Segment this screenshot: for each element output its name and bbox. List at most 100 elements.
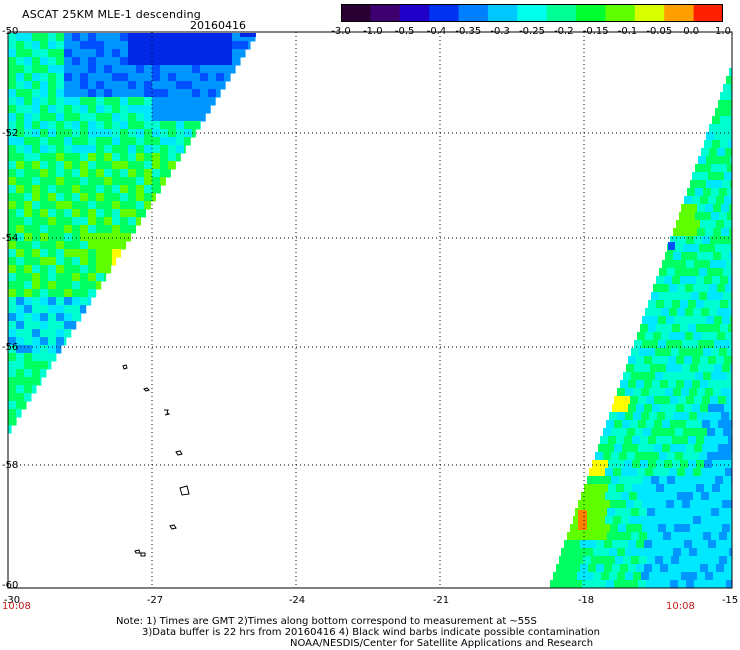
wind-pixel: [8, 265, 17, 274]
wind-pixel: [621, 516, 630, 525]
wind-pixel: [689, 388, 698, 397]
wind-pixel: [104, 113, 113, 122]
wind-pixel: [208, 81, 217, 90]
wind-pixel: [48, 41, 57, 50]
wind-pixel: [120, 89, 129, 98]
wind-pixel: [16, 153, 25, 162]
wind-pixel: [649, 388, 658, 397]
wind-pixel: [725, 516, 733, 525]
wind-pixel: [693, 308, 702, 317]
wind-pixel: [727, 532, 733, 541]
wind-pixel: [16, 329, 25, 338]
wind-pixel: [56, 41, 65, 50]
wind-pixel: [592, 484, 601, 493]
wind-pixel: [725, 332, 733, 341]
wind-pixel: [72, 321, 77, 330]
wind-pixel: [96, 249, 105, 258]
wind-pixel: [232, 57, 241, 66]
wind-pixel: [707, 452, 716, 461]
wind-pixel: [40, 177, 49, 186]
wind-pixel: [144, 89, 153, 98]
wind-pixel: [550, 580, 559, 589]
wind-pixel: [679, 508, 688, 517]
wind-pixel: [678, 236, 687, 245]
wind-pixel: [720, 276, 729, 285]
wind-pixel: [48, 233, 57, 242]
wind-pixel: [192, 57, 201, 66]
wind-pixel: [16, 57, 25, 66]
wind-pixel: [673, 412, 682, 421]
wind-pixel: [677, 308, 686, 317]
wind-pixel: [703, 212, 712, 221]
wind-pixel: [80, 81, 89, 90]
wind-pixel: [32, 353, 41, 362]
wind-pixel: [152, 177, 161, 186]
wind-pixel: [631, 372, 640, 381]
wind-pixel: [24, 401, 27, 410]
wind-pixel: [96, 105, 105, 114]
wind-pixel: [569, 572, 578, 581]
wind-pixel: [613, 492, 622, 501]
wind-pixel: [701, 468, 710, 477]
wind-pixel: [8, 193, 17, 202]
wind-pixel: [32, 41, 41, 50]
wind-pixel: [684, 220, 693, 229]
wind-pixel: [40, 161, 49, 170]
wind-pixel: [112, 257, 117, 266]
wind-pixel: [625, 572, 634, 581]
wind-pixel: [96, 281, 102, 290]
wind-pixel: [642, 364, 651, 373]
wind-pixel: [725, 124, 733, 133]
wind-pixel: [717, 148, 726, 157]
wind-pixel: [96, 225, 105, 234]
wind-pixel: [702, 236, 711, 245]
wind-pixel: [567, 556, 576, 565]
wind-pixel: [666, 524, 675, 533]
wind-pixel: [556, 564, 565, 573]
wind-pixel: [56, 113, 65, 122]
wind-pixel: [32, 57, 41, 66]
wind-pixel: [224, 81, 226, 90]
wind-pixel: [48, 49, 57, 58]
wind-pixel: [40, 209, 49, 218]
wind-pixel: [152, 185, 161, 194]
wind-pixel: [160, 169, 169, 178]
wind-pixel: [56, 153, 65, 162]
wind-pixel: [690, 500, 699, 509]
wind-pixel: [600, 436, 609, 445]
wind-pixel: [152, 97, 161, 106]
wind-pixel: [104, 33, 113, 42]
wind-pixel: [617, 388, 626, 397]
wind-pixel: [120, 137, 129, 146]
wind-pixel: [637, 332, 646, 341]
wind-pixel: [80, 49, 89, 58]
wind-pixel: [637, 492, 646, 501]
wind-pixel: [48, 145, 57, 154]
wind-pixel: [597, 516, 606, 525]
wind-pixel: [72, 89, 81, 98]
wind-pixel: [208, 41, 217, 50]
wind-pixel: [40, 377, 42, 386]
wind-pixel: [705, 572, 714, 581]
wind-pixel: [661, 516, 670, 525]
wind-pixel: [48, 153, 57, 162]
wind-pixel: [136, 65, 145, 74]
wind-pixel: [24, 73, 33, 82]
wind-pixel: [629, 468, 638, 477]
wind-pixel: [152, 89, 161, 98]
wind-pixel: [686, 580, 695, 589]
wind-pixel: [648, 436, 657, 445]
wind-pixel: [48, 169, 57, 178]
wind-pixel: [160, 65, 169, 74]
wind-pixel: [654, 580, 663, 589]
wind-pixel: [32, 337, 41, 346]
wind-pixel: [672, 460, 681, 469]
wind-pixel: [88, 81, 97, 90]
island-outline: [164, 409, 171, 416]
wind-pixel: [601, 572, 610, 581]
wind-pixel: [711, 164, 720, 173]
wind-pixel: [144, 33, 153, 42]
wind-pixel: [192, 49, 201, 58]
map-date: 20160416: [190, 19, 246, 32]
wind-pixel: [721, 572, 730, 581]
